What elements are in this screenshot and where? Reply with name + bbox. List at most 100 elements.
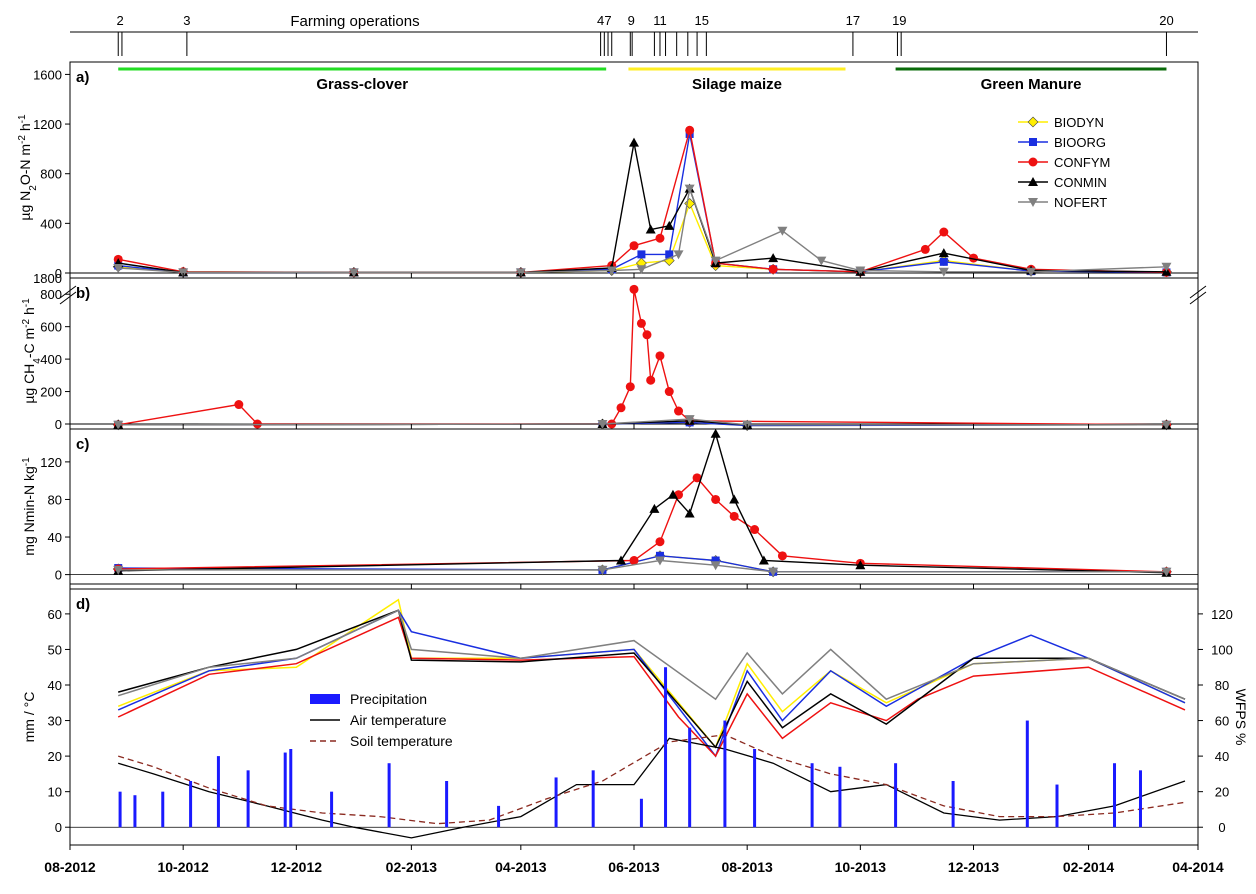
precipitation-bar [951, 781, 955, 828]
farming-operation-label: 2 [116, 13, 123, 28]
data-point [729, 494, 740, 504]
data-point [642, 330, 652, 340]
data-point [710, 561, 721, 571]
y-tick-label: 0 [55, 568, 62, 583]
y-tick-label: 80 [48, 492, 62, 507]
data-point [655, 233, 665, 243]
data-point [606, 266, 617, 276]
y-tick-label: 120 [40, 455, 62, 470]
data-point [646, 375, 656, 385]
y2-tick-label: 100 [1211, 642, 1233, 657]
y2-tick-label: 20 [1215, 785, 1229, 800]
y-tick-label: 800 [40, 287, 62, 302]
data-point [1161, 262, 1172, 272]
precipitation-bar [688, 727, 692, 828]
panel-letter: d) [76, 596, 90, 613]
y-axis-label: mm / °C [21, 692, 37, 743]
farming-operation-label: 3 [183, 13, 190, 28]
farming-operation-label: 7 [604, 13, 611, 28]
legend-marker [1028, 177, 1038, 186]
axis-break-mark [1189, 285, 1207, 299]
precipitation-bar [838, 766, 842, 828]
legend-label: CONFYM [1054, 155, 1110, 170]
wfps-line [118, 609, 1186, 749]
farming-operation-label: 11 [653, 13, 667, 28]
y-tick-label: 50 [48, 642, 62, 657]
data-point [939, 257, 948, 266]
data-point [654, 556, 665, 566]
x-tick-label: 10-2013 [835, 859, 887, 875]
data-point [855, 560, 866, 570]
data-point [855, 266, 866, 276]
data-point [674, 406, 684, 416]
precipitation-bar [283, 752, 287, 828]
legend-label: CONMIN [1054, 175, 1107, 190]
axis-break-mark [59, 285, 77, 299]
data-point [969, 253, 979, 263]
data-point [616, 403, 626, 413]
farming-operation-label: 15 [694, 13, 708, 28]
data-point [629, 284, 639, 294]
air-temperature-line [118, 737, 1186, 839]
precipitation-bar [445, 781, 449, 828]
y-axis-break-label: 1800 [33, 271, 62, 286]
data-point [768, 567, 779, 577]
y-tick-label: 600 [40, 320, 62, 335]
precipitation-bar [753, 749, 757, 828]
legend-label: BIOORG [1054, 135, 1106, 150]
data-point [655, 351, 665, 361]
data-point [1161, 567, 1172, 577]
data-point [113, 264, 124, 274]
legend-marker [1029, 138, 1037, 146]
legend-marker [1028, 157, 1038, 167]
data-point [636, 265, 647, 275]
data-point [625, 382, 635, 392]
precipitation-bar [723, 720, 727, 828]
axis-break-mark [59, 291, 77, 305]
x-tick-label: 04-2013 [495, 859, 547, 875]
data-point [711, 494, 721, 504]
precipitation-bar [1113, 763, 1117, 828]
data-point [938, 248, 949, 258]
y-tick-label: 20 [48, 749, 62, 764]
y-tick-label: 40 [48, 530, 62, 545]
x-tick-label: 10-2012 [157, 859, 209, 875]
precipitation-bar [639, 798, 643, 828]
y-tick-label: 40 [48, 678, 62, 693]
data-point [692, 473, 702, 483]
data-point [684, 184, 695, 194]
crop-period-label: Grass-clover [316, 76, 408, 93]
data-point [920, 244, 930, 254]
data-point [234, 400, 244, 410]
y-tick-label: 1200 [33, 117, 62, 132]
data-point [710, 256, 721, 266]
data-point [655, 551, 664, 560]
data-point [938, 267, 949, 277]
precipitation-bar [161, 791, 165, 828]
data-point [673, 250, 684, 260]
data-point [667, 489, 678, 499]
y-tick-label: 30 [48, 714, 62, 729]
soil-temperature-line [118, 734, 1186, 825]
data-point [1026, 267, 1037, 277]
series-line-confym [118, 476, 1167, 573]
x-tick-label: 04-2014 [1172, 859, 1224, 875]
data-point [685, 125, 695, 135]
data-point [768, 253, 779, 263]
crop-period-label: Silage maize [692, 76, 782, 93]
data-point [629, 241, 639, 251]
data-point [684, 415, 695, 425]
data-point [629, 556, 639, 566]
data-point [1161, 420, 1172, 430]
legend-label: NOFERT [1054, 195, 1107, 210]
data-point [777, 551, 787, 561]
data-point [684, 508, 695, 518]
data-point [515, 268, 526, 278]
precipitation-bar [330, 791, 334, 828]
data-point [711, 556, 720, 565]
y-tick-label: 200 [40, 385, 62, 400]
y2-tick-label: 120 [1211, 607, 1233, 622]
series-line-nofert [118, 559, 1167, 573]
